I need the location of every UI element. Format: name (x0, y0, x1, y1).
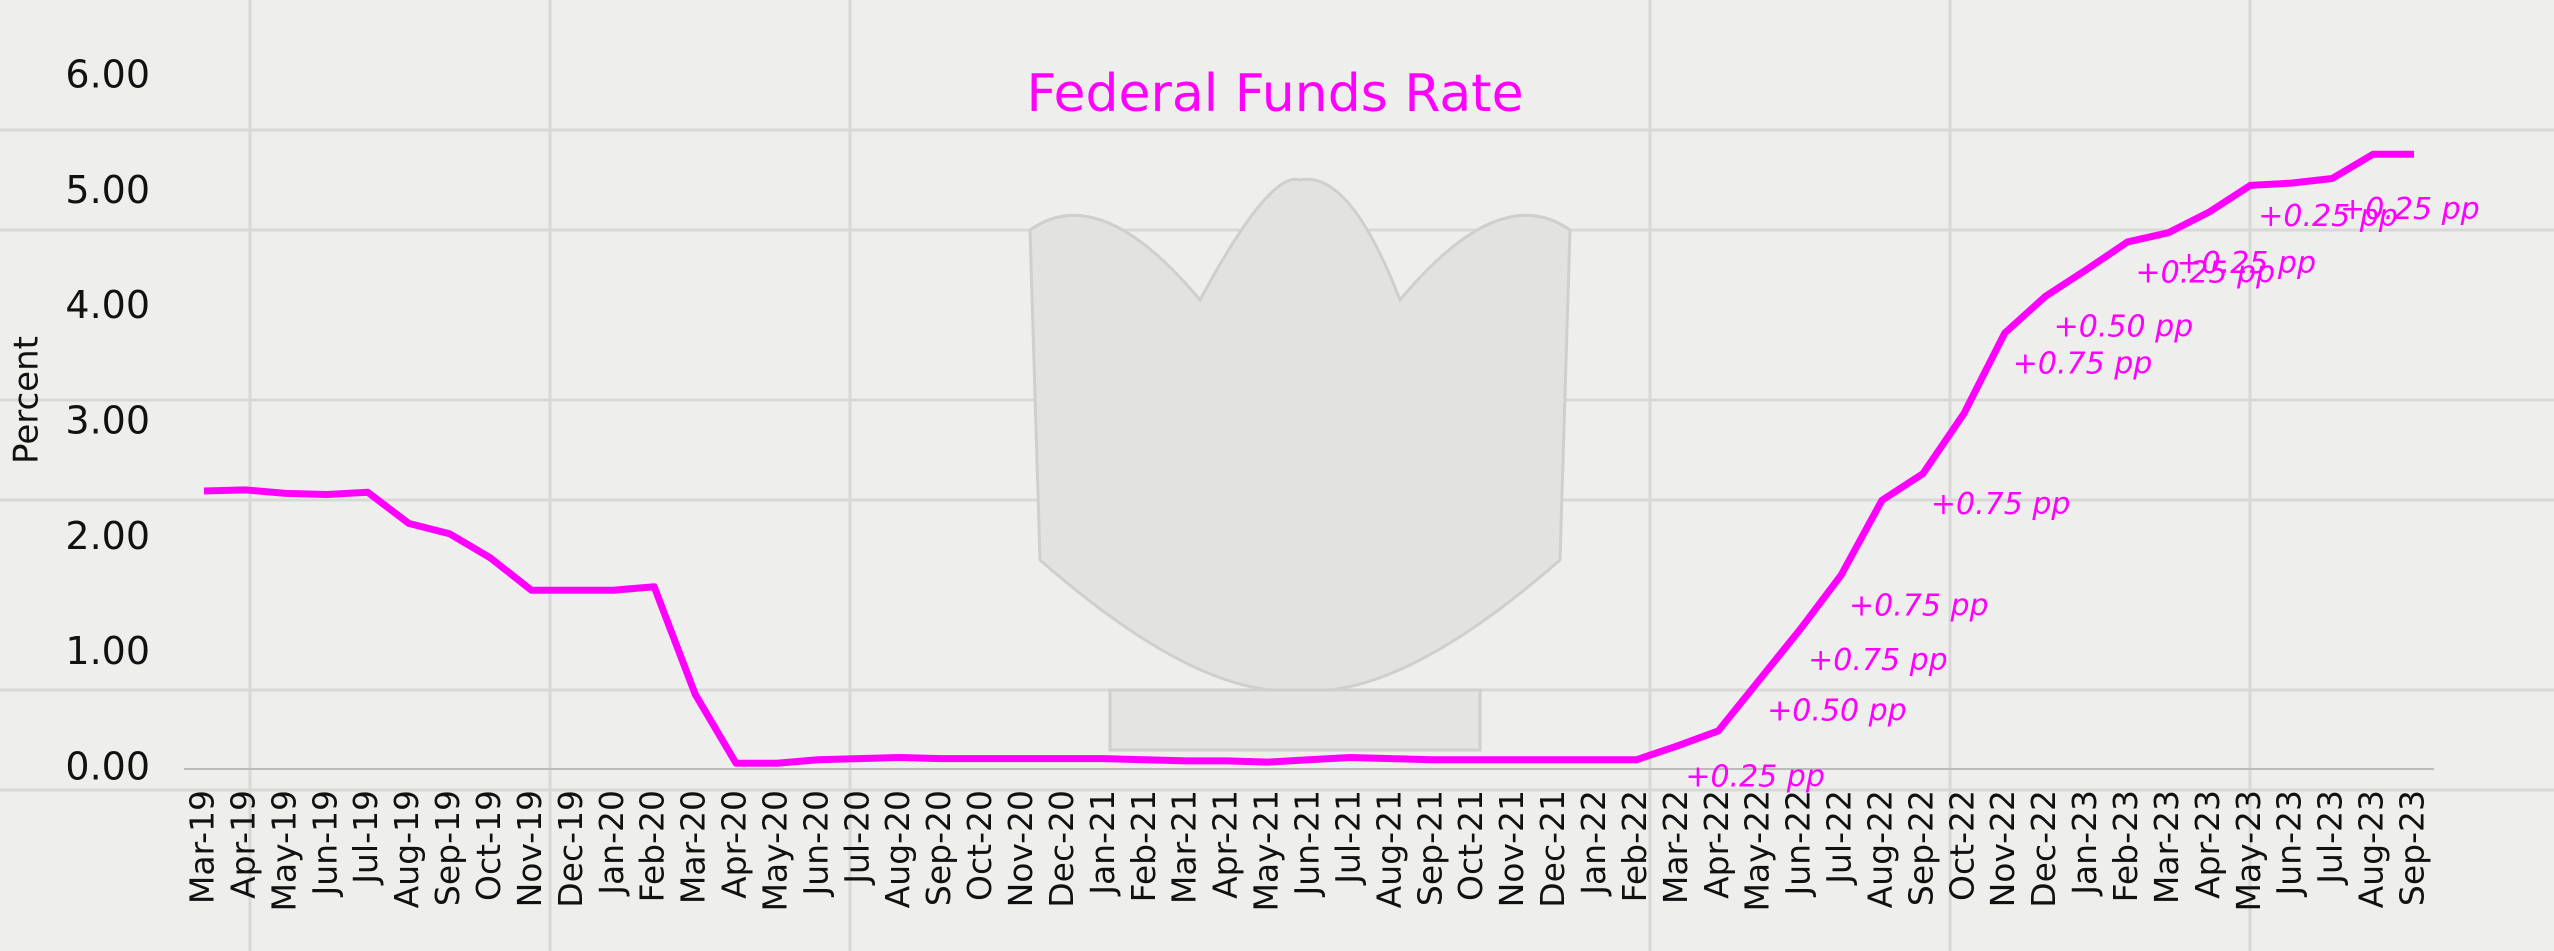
x-tick-label: Dec-20 (1042, 790, 1081, 908)
x-tick-label: Jan-21 (1083, 790, 1122, 897)
x-tick-label: Mar-21 (1165, 790, 1204, 904)
x-tick-label: Nov-20 (1001, 790, 1040, 907)
x-tick-label: Apr-19 (223, 790, 262, 899)
x-tick-label: Feb-20 (633, 790, 672, 902)
x-tick-label: Jun-19 (305, 790, 344, 897)
x-tick-label: Oct-19 (469, 790, 508, 901)
annotation: +0.25 pp (2176, 246, 2316, 281)
annotation: +0.75 pp (1808, 643, 1948, 678)
x-tick-label: Jun-20 (796, 790, 835, 897)
x-tick-label: Jun-21 (1288, 790, 1327, 897)
x-tick-label: Mar-20 (674, 790, 713, 904)
x-tick-label: Nov-22 (1983, 790, 2022, 907)
x-tick-label: Apr-20 (715, 790, 754, 899)
x-tick-label: Dec-21 (1533, 790, 1572, 908)
x-tick-label: Aug-19 (387, 790, 426, 908)
x-tick-label: Dec-19 (551, 790, 590, 908)
x-tick-label: Jan-20 (592, 790, 631, 897)
x-tick-label: May-22 (1738, 790, 1777, 912)
y-axis-label: Percent (7, 336, 47, 464)
x-tick-label: Apr-21 (1206, 790, 1245, 899)
y-tick-label: 0.00 (65, 745, 150, 789)
y-tick-label: 6.00 (65, 53, 150, 97)
x-tick-label: Apr-22 (1697, 790, 1736, 899)
annotation: +0.25 pp (1685, 759, 1825, 794)
x-tick-label: Dec-22 (2024, 790, 2063, 908)
x-tick-label: Oct-21 (1451, 790, 1490, 901)
x-tick-label: Mar-23 (2147, 790, 2186, 904)
x-tick-label: Jun-23 (2270, 790, 2309, 897)
x-tick-label: Jul-21 (1328, 790, 1367, 886)
x-tick-label: Jul-20 (837, 790, 876, 886)
x-tick-label: Aug-20 (878, 790, 917, 908)
x-tick-label: Jan-23 (2065, 790, 2104, 897)
x-tick-label: Aug-21 (1369, 790, 1408, 908)
x-tick-label: Oct-20 (960, 790, 999, 901)
x-tick-label: May-20 (755, 790, 794, 912)
x-tick-label: Sep-20 (919, 790, 958, 906)
x-tick-label: Nov-21 (1492, 790, 1531, 907)
y-tick-label: 1.00 (65, 629, 150, 673)
x-tick-label: May-23 (2229, 790, 2268, 912)
x-tick-label: Sep-22 (1901, 790, 1940, 906)
x-tick-label: Jul-19 (346, 790, 385, 886)
x-tick-label: Sep-21 (1410, 790, 1449, 906)
annotation: +0.75 pp (1931, 487, 2071, 522)
x-tick-label: Jul-22 (1820, 790, 1859, 886)
x-tick-label: Mar-19 (183, 790, 222, 904)
annotation: +0.50 pp (1767, 694, 1907, 729)
y-tick-label: 4.00 (65, 283, 150, 327)
x-tick-label: Aug-22 (1860, 790, 1899, 908)
x-tick-label: May-21 (1247, 790, 1286, 912)
x-tick-label: Nov-19 (510, 790, 549, 907)
y-tick-label: 3.00 (65, 399, 150, 443)
x-tick-label: Sep-19 (428, 790, 467, 906)
x-tick-label: Sep-23 (2393, 790, 2432, 906)
x-tick-label: Oct-22 (1942, 790, 1981, 901)
y-tick-label: 5.00 (65, 168, 150, 212)
x-tick-label: Jun-22 (1779, 790, 1818, 897)
annotation: +0.75 pp (2013, 347, 2153, 382)
x-tick-label: Jan-22 (1574, 790, 1613, 897)
y-tick-label: 2.00 (65, 514, 150, 558)
x-tick-label: May-19 (264, 790, 303, 912)
annotation: +0.25 pp (2340, 192, 2480, 227)
annotation: +0.50 pp (2054, 310, 2194, 345)
x-tick-label: Feb-21 (1124, 790, 1163, 902)
x-tick-label: Jul-23 (2311, 790, 2350, 886)
chart-title: Federal Funds Rate (1026, 64, 1523, 124)
annotation: +0.75 pp (1849, 589, 1989, 624)
x-tick-label: Mar-22 (1656, 790, 1695, 904)
x-tick-label: Feb-22 (1615, 790, 1654, 902)
x-tick-label: Apr-23 (2188, 790, 2227, 899)
x-tick-label: Aug-23 (2352, 790, 2391, 908)
x-tick-label: Feb-23 (2106, 790, 2145, 902)
chart: Federal Funds Rate Percent 0.00 1.00 2.00 3… (0, 0, 2554, 951)
